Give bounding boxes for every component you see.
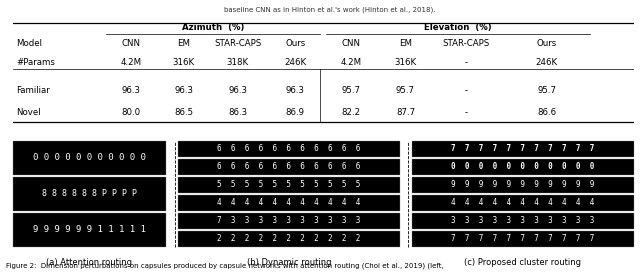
Text: 82.2: 82.2 [342,108,361,117]
Text: 9 9 9 9 9 9 1 1 1 1 1: 9 9 9 9 9 9 1 1 1 1 1 [33,225,146,234]
Text: (c) Proposed cluster routing: (c) Proposed cluster routing [464,258,581,267]
Bar [13,177,166,211]
Text: STAR-CAPS: STAR-CAPS [214,39,262,48]
Text: 86.5: 86.5 [174,108,193,117]
Text: Familiar: Familiar [16,86,50,95]
Bar [412,159,634,175]
Text: Elevation  (%): Elevation (%) [424,22,492,32]
Text: 6  6  6  6  6  6  6  6  6  6  6: 6 6 6 6 6 6 6 6 6 6 6 [217,162,360,171]
Text: 96.3: 96.3 [174,86,193,95]
Bar [178,159,400,175]
Text: 316K: 316K [394,58,417,67]
Text: Model: Model [16,39,42,48]
Text: EM: EM [399,39,412,48]
Text: (b) Dynamic routing: (b) Dynamic routing [246,258,331,267]
Text: Azimuth  (%): Azimuth (%) [182,22,244,32]
Text: -: - [465,86,468,95]
Text: 246K: 246K [284,58,307,67]
Text: -: - [465,58,468,67]
Text: CNN: CNN [342,39,360,48]
Text: 95.7: 95.7 [342,86,360,95]
Bar [412,177,634,193]
Text: 0 0 0 0 0 0 0 0 0 0 0: 0 0 0 0 0 0 0 0 0 0 0 [33,153,146,162]
Text: 7  7  7  7  7  7  7  7  7  7  7: 7 7 7 7 7 7 7 7 7 7 7 [451,234,595,243]
Text: 5  5  5  5  5  5  5  5  5  5  5: 5 5 5 5 5 5 5 5 5 5 5 [217,180,360,189]
Text: Ours: Ours [536,39,557,48]
Text: 9  9  9  9  9  9  9  9  9  9  9: 9 9 9 9 9 9 9 9 9 9 9 [451,180,595,189]
Text: 246K: 246K [536,58,557,67]
Text: 3  3  3  3  3  3  3  3  3  3  3: 3 3 3 3 3 3 3 3 3 3 3 [451,216,595,225]
Text: CNN: CNN [121,39,140,48]
Bar [178,195,400,211]
Text: 0  0  0  0  0  0  0  0  0  0  0: 0 0 0 0 0 0 0 0 0 0 0 [451,162,595,171]
Text: Figure 2:  Dimension perturbations on capsules produced by capsule networks with: Figure 2: Dimension perturbations on cap… [6,262,444,269]
Text: 8 8 8 8 8 8 P P P P: 8 8 8 8 8 8 P P P P [42,189,137,198]
Text: Ours: Ours [285,39,305,48]
Text: 86.3: 86.3 [228,108,248,117]
Text: 95.7: 95.7 [396,86,415,95]
Text: 87.7: 87.7 [396,108,415,117]
Bar [178,213,400,229]
Text: 316K: 316K [172,58,195,67]
Text: 4  4  4  4  4  4  4  4  4  4  4: 4 4 4 4 4 4 4 4 4 4 4 [217,198,360,207]
Text: 96.3: 96.3 [121,86,140,95]
Text: 7  3  3  3  3  3  3  3  3  3  3: 7 3 3 3 3 3 3 3 3 3 3 [217,216,360,225]
Bar [412,141,634,157]
Text: #Params: #Params [16,58,55,67]
Text: EM: EM [177,39,190,48]
Text: 96.3: 96.3 [286,86,305,95]
Text: 4  4  4  4  4  4  4  4  4  4  4: 4 4 4 4 4 4 4 4 4 4 4 [451,198,595,207]
Text: STAR-CAPS: STAR-CAPS [442,39,490,48]
Text: 80.0: 80.0 [121,108,140,117]
Text: (a) Attention routing: (a) Attention routing [46,258,132,267]
Bar [178,231,400,247]
Text: Novel: Novel [16,108,40,117]
Bar [13,213,166,247]
Text: 86.6: 86.6 [537,108,556,117]
Bar [178,141,400,157]
Text: 2  2  2  2  2  2  2  2  2  2  2: 2 2 2 2 2 2 2 2 2 2 2 [217,234,360,243]
Bar [178,177,400,193]
Text: 6  6  6  6  6  6  6  6  6  6  6: 6 6 6 6 6 6 6 6 6 6 6 [217,144,360,153]
Text: baseline CNN as in Hinton et al.'s work (Hinton et al., 2018).: baseline CNN as in Hinton et al.'s work … [224,7,435,13]
Text: -: - [465,108,468,117]
Text: 96.3: 96.3 [228,86,247,95]
Text: 86.9: 86.9 [286,108,305,117]
Text: 4.2M: 4.2M [340,58,362,67]
Text: 4.2M: 4.2M [120,58,141,67]
Text: 318K: 318K [227,58,249,67]
Bar [412,231,634,247]
Bar [13,141,166,175]
Bar [412,195,634,211]
Bar [412,213,634,229]
Text: 95.7: 95.7 [537,86,556,95]
Text: 7  7  7  7  7  7  7  7  7  7  7: 7 7 7 7 7 7 7 7 7 7 7 [451,144,595,153]
